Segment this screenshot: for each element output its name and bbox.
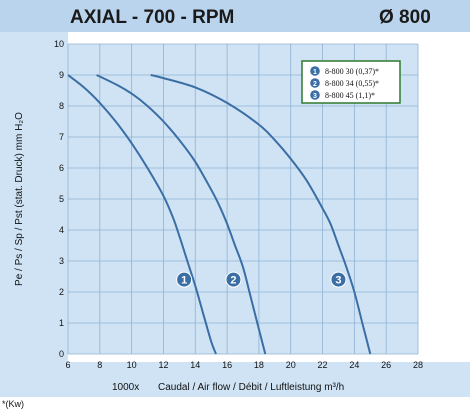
series-line-2	[96, 74, 267, 355]
x-tick-label: 26	[381, 360, 391, 370]
x-axis-ticks: 6 8 10 12 14 16 18 20 22 24 26 28	[65, 360, 423, 370]
y-tick-label: 1	[59, 318, 64, 328]
x-axis-label: Caudal / Air flow / Débit / Luftleistung…	[158, 382, 344, 393]
legend-entry: 8-800 30 (0,37)*	[325, 67, 379, 76]
x-tick-label: 6	[65, 360, 70, 370]
y-tick-label: 2	[59, 287, 64, 297]
series-marker-label: 1	[181, 275, 187, 287]
x-tick-label: 20	[286, 360, 296, 370]
legend: 1 8-800 30 (0,37)* 2 8-800 34 (0,55)* 3 8-800…	[301, 60, 401, 104]
y-tick-label: 0	[59, 349, 64, 359]
legend-items: 1 8-800 30 (0,37)* 2 8-800 34 (0,55)* 3 8-800…	[310, 66, 379, 100]
legend-marker	[310, 90, 320, 100]
series-marker-2	[225, 271, 242, 288]
y-tick-label: 4	[59, 225, 64, 235]
left-band	[0, 32, 68, 362]
legend-marker-label: 2	[313, 81, 317, 88]
legend-marker	[310, 78, 320, 88]
series-line-1	[67, 74, 217, 355]
series-marker-label: 3	[335, 275, 341, 287]
x-axis-prefix: 1000x	[112, 382, 139, 393]
x-tick-label: 12	[158, 360, 168, 370]
chart-title: AXIAL - 700 - RPM	[70, 7, 234, 28]
y-tick-label: 8	[59, 101, 64, 111]
x-tick-label: 22	[318, 360, 328, 370]
x-tick-label: 14	[190, 360, 200, 370]
x-tick-label: 28	[413, 360, 423, 370]
series-marker-3	[330, 271, 347, 288]
y-tick-label: 5	[59, 194, 64, 204]
x-tick-label: 18	[254, 360, 264, 370]
series-marker-1	[176, 271, 193, 288]
y-axis-label: Pe / Ps / Sp / Pst (stat. Druck) mm H₂O	[14, 112, 25, 286]
y-tick-label: 7	[59, 132, 64, 142]
legend-marker-label: 3	[313, 93, 317, 100]
footnote: *(Kw)	[2, 399, 24, 409]
legend-entry: 8-800 34 (0,55)*	[325, 79, 379, 88]
y-axis-ticks: 0 1 2 3 4 5 6 7 8 9 10	[54, 39, 64, 359]
y-tick-label: 6	[59, 163, 64, 173]
header-band	[0, 0, 470, 32]
diameter-label: Ø 800	[379, 7, 431, 28]
series-line-3	[150, 74, 372, 355]
legend-marker	[310, 66, 320, 76]
legend-marker-label: 1	[313, 69, 317, 76]
series: 1 2 3	[67, 74, 372, 355]
legend-entry: 8-800 45 (1,1)*	[325, 91, 375, 100]
x-tick-label: 10	[127, 360, 137, 370]
bottom-band	[0, 362, 470, 397]
x-tick-label: 16	[222, 360, 232, 370]
x-tick-label: 8	[97, 360, 102, 370]
y-tick-label: 9	[59, 70, 64, 80]
x-tick-label: 24	[349, 360, 359, 370]
series-marker-label: 2	[230, 275, 236, 287]
grid	[67, 43, 419, 355]
y-tick-label: 3	[59, 256, 64, 266]
y-tick-label: 10	[54, 39, 64, 49]
